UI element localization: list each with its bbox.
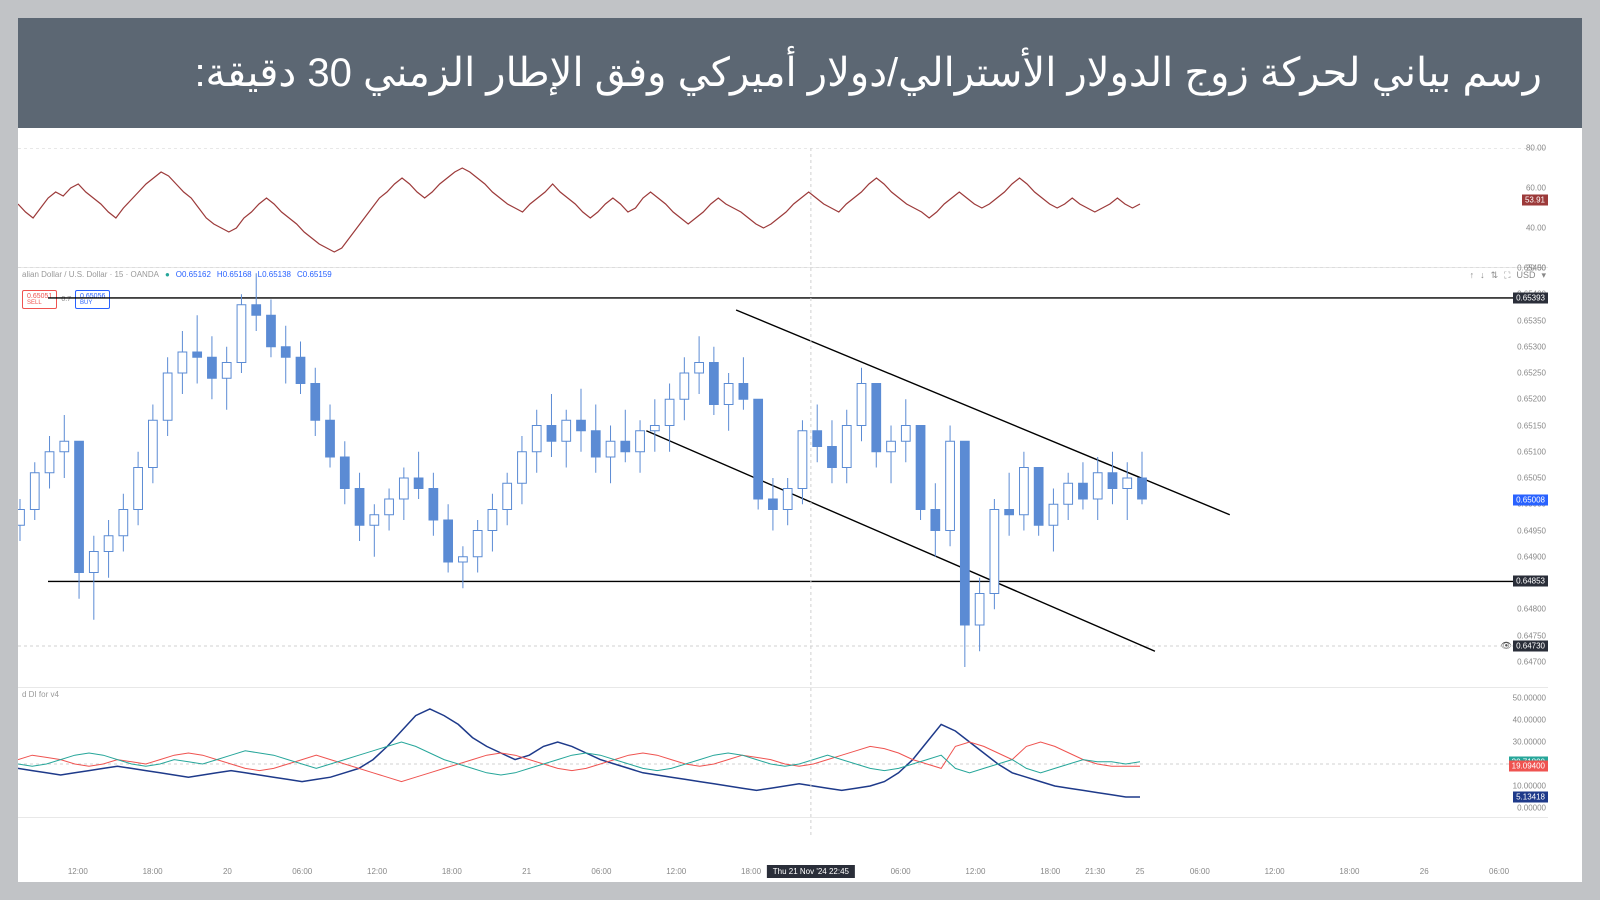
page-title: رسم بياني لحركة زوج الدولار الأسترالي/دو… [194, 50, 1542, 96]
chart-area: 20.0040.0060.0080.0053.91 alian Dollar /… [18, 128, 1582, 882]
price-pane[interactable]: alian Dollar / U.S. Dollar · 15 · OANDA … [18, 268, 1548, 688]
crosshair-eye-icon[interactable]: 👁 [1501, 641, 1512, 652]
price-svg [18, 268, 1548, 688]
price-yaxis: 0.647000.647500.648000.648500.649000.649… [1514, 268, 1548, 687]
indicator-yaxis: 0.0000010.0000020.0000030.0000040.000005… [1514, 688, 1548, 817]
oscillator-yaxis: 20.0040.0060.0080.0053.91 [1514, 148, 1548, 267]
indicator-svg [18, 688, 1548, 818]
chart-frame: رسم بياني لحركة زوج الدولار الأسترالي/دو… [18, 18, 1582, 882]
oscillator-svg [18, 148, 1548, 268]
header: رسم بياني لحركة زوج الدولار الأسترالي/دو… [18, 18, 1582, 128]
oscillator-pane[interactable]: 20.0040.0060.0080.0053.91 [18, 148, 1548, 268]
indicator-pane[interactable]: d DI for v4 0.0000010.0000020.0000030.00… [18, 688, 1548, 818]
time-axis: 12:0018:002006:0012:0018:002106:0012:001… [18, 858, 1548, 882]
